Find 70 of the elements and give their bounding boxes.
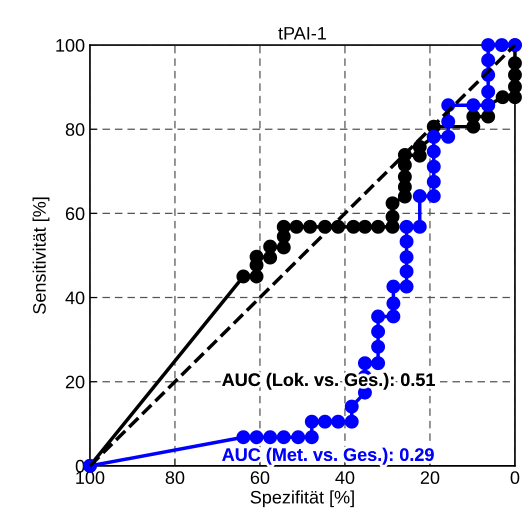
- point: [481, 84, 496, 99]
- point: [304, 430, 319, 444]
- point: [276, 430, 291, 444]
- point: [400, 250, 414, 264]
- point: [344, 414, 359, 429]
- point: [508, 68, 522, 82]
- point: [481, 53, 496, 68]
- point: [508, 56, 522, 70]
- point: [400, 264, 414, 278]
- x-tick-label: 60: [250, 471, 270, 484]
- point: [426, 174, 441, 189]
- y-tick-label: 100: [56, 38, 84, 52]
- point: [358, 356, 372, 370]
- point: [441, 114, 456, 129]
- point: [291, 430, 306, 444]
- point: [386, 280, 400, 294]
- point: [371, 310, 386, 324]
- point: [508, 80, 522, 94]
- point: [466, 98, 480, 112]
- point: [250, 270, 264, 284]
- point: [346, 220, 360, 234]
- y-tick-label: 20: [66, 376, 84, 388]
- point: [496, 90, 510, 104]
- point: [371, 324, 386, 339]
- x-tick-label: 100: [76, 471, 104, 484]
- point: [412, 189, 427, 204]
- point: [400, 220, 414, 234]
- point: [358, 220, 372, 234]
- point: [481, 110, 496, 124]
- y-axis-title: Sensitivität [%]: [32, 198, 50, 314]
- x-tick-label: 0: [510, 471, 520, 484]
- point: [318, 414, 332, 429]
- point: [494, 38, 509, 52]
- point: [304, 414, 319, 429]
- y-tick-label: 60: [66, 207, 84, 220]
- point: [466, 110, 480, 124]
- point: [441, 130, 456, 144]
- point: [250, 430, 264, 444]
- point: [398, 170, 412, 184]
- point: [400, 280, 414, 294]
- point: [276, 220, 291, 234]
- x-tick-label: 40: [335, 471, 354, 484]
- point: [371, 220, 386, 234]
- point: [426, 160, 441, 174]
- point: [371, 340, 386, 354]
- x-axis-title: Spezifität [%]: [250, 490, 354, 508]
- point: [386, 310, 400, 324]
- point: [426, 189, 441, 204]
- point: [386, 210, 400, 224]
- annotation: AUC (Met. vs. Ges.): 0.29: [222, 448, 434, 465]
- point: [331, 414, 346, 429]
- x-tick-label: 80: [166, 471, 184, 484]
- point: [263, 430, 278, 444]
- point: [236, 270, 250, 284]
- point: [263, 240, 278, 254]
- point: [481, 38, 496, 52]
- point: [290, 220, 304, 234]
- point: [344, 400, 359, 414]
- point: [400, 234, 414, 249]
- point: [386, 296, 400, 310]
- y-tick-label: 80: [66, 123, 84, 136]
- point: [371, 356, 386, 370]
- point: [412, 220, 427, 234]
- point: [303, 220, 318, 234]
- point: [386, 196, 400, 210]
- chart-title: tPAI-1: [278, 27, 326, 40]
- point: [236, 430, 250, 444]
- x-tick-label: 20: [420, 471, 440, 484]
- y-tick-label: 40: [65, 291, 84, 304]
- point: [426, 144, 441, 158]
